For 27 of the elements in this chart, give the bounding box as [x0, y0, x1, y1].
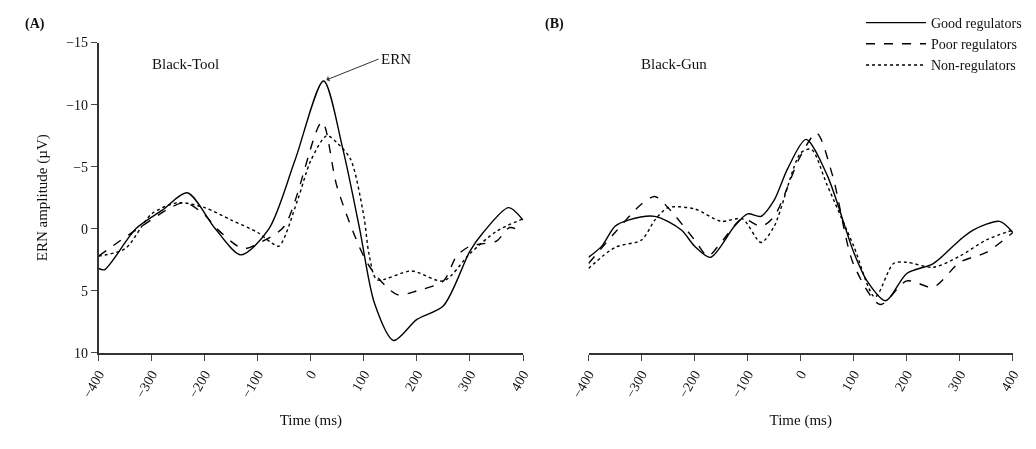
text: (A) — [25, 16, 45, 32]
annotation: Black-Gun — [641, 56, 708, 72]
x-tick-label: 300 — [945, 367, 969, 394]
x-tick-label: 300 — [455, 367, 479, 394]
y-tick-label: 5 — [81, 283, 89, 299]
legend-label: Good regulators — [931, 16, 1022, 32]
legend-label: Non-regulators — [931, 58, 1016, 74]
x-tick-label: 0 — [792, 367, 810, 382]
annotation: ERN — [381, 51, 412, 67]
x-axis-title: Time (ms) — [279, 411, 343, 429]
y-tick-label: 0 — [81, 221, 89, 237]
x-tick-label: 100 — [349, 367, 373, 394]
legend-label: Poor regulators — [931, 37, 1017, 53]
x-tick-label: 100 — [838, 367, 863, 394]
x-tick-label: 200 — [891, 367, 916, 394]
x-tick-label: 400 — [508, 367, 532, 394]
y-tick-label: −5 — [73, 159, 89, 175]
x-axis-title: Time (ms) — [769, 411, 832, 429]
y-tick-label: −15 — [66, 35, 89, 51]
x-tick-label: 0 — [302, 367, 320, 382]
y-axis-title: ERN amplitude (µV) — [33, 134, 51, 262]
y-tick-label: 10 — [74, 345, 89, 361]
x-tick-label: 400 — [998, 367, 1022, 394]
annotation: Black-Tool — [152, 56, 220, 72]
x-tick-label: 200 — [402, 367, 426, 394]
y-tick-label: −10 — [66, 97, 89, 113]
text: (B) — [545, 16, 564, 32]
